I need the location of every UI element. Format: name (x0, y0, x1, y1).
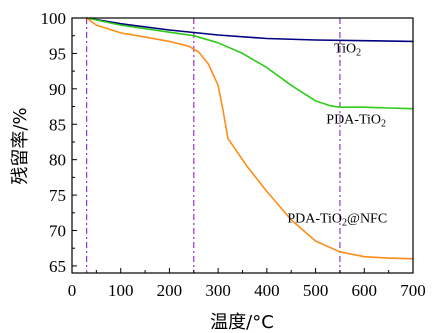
y-tick-label: 95 (49, 44, 66, 63)
x-tick-label: 500 (303, 281, 329, 300)
x-tick-label: 200 (157, 281, 183, 300)
reference-lines (86, 18, 341, 273)
series-lines (85, 17, 414, 260)
y-tick-label: 80 (49, 151, 66, 170)
x-axis-title: 温度/°C (210, 312, 274, 333)
x-tick-label: 700 (400, 281, 426, 300)
series-line-2 (85, 17, 414, 260)
y-tick-label: 70 (49, 222, 66, 241)
series-label-0: TiO2 (334, 42, 361, 59)
series-line-0 (85, 17, 414, 43)
x-tick-label: 300 (205, 281, 231, 300)
x-tick-label: 100 (108, 281, 134, 300)
series-labels: TiO2 PDA-TiO2 PDA-TiO2@NFC (287, 42, 387, 229)
series-label-1: PDA-TiO2 (326, 113, 386, 130)
y-axis-title: 残留率/% (10, 107, 31, 184)
y-tick-label: 90 (49, 80, 66, 99)
y-axis: 65 70 75 80 85 90 95 100 (41, 9, 77, 276)
y-tick-label: 85 (49, 115, 66, 134)
series-line-1 (85, 17, 414, 110)
x-tick-label: 0 (68, 281, 77, 300)
plot-frame (71, 17, 414, 274)
x-axis: 0 100 200 300 400 500 600 700 (68, 268, 426, 300)
y-tick-label: 100 (41, 9, 67, 28)
series-label-2: PDA-TiO2@NFC (287, 212, 387, 229)
y-tick-label: 75 (49, 186, 66, 205)
y-tick-label: 65 (49, 257, 66, 276)
x-tick-label: 600 (352, 281, 378, 300)
x-tick-label: 400 (254, 281, 280, 300)
